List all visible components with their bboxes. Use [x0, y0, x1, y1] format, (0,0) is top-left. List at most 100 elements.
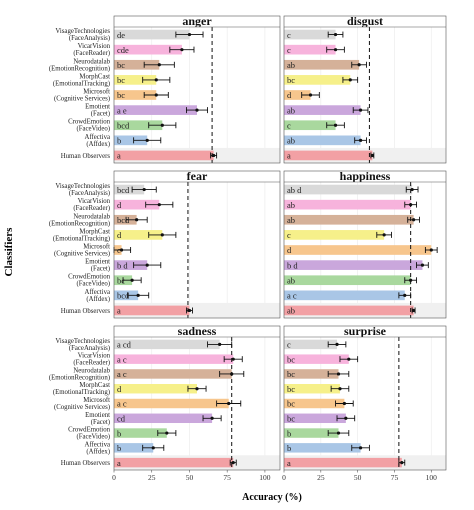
significance-letters: c	[117, 245, 121, 255]
significance-letters: c	[287, 340, 291, 350]
mean-point	[335, 342, 339, 346]
significance-letters: b	[287, 443, 291, 453]
mean-point	[180, 48, 184, 52]
significance-letters: c	[287, 30, 291, 40]
mean-point	[142, 187, 146, 192]
mean-point	[410, 187, 414, 192]
significance-letters: bc	[117, 90, 125, 100]
significance-letters: ab	[287, 136, 295, 146]
significance-letters: b d	[287, 260, 298, 270]
mean-point	[382, 233, 386, 237]
significance-letters: a	[287, 151, 291, 161]
mean-point	[136, 293, 140, 297]
mean-point	[151, 446, 155, 450]
classifier-sublabel: (Cognitive Services)	[54, 251, 110, 258]
significance-letters: bc	[117, 275, 125, 285]
classifier-label: Emotient	[85, 259, 110, 266]
mean-point	[187, 308, 192, 313]
bar	[284, 275, 411, 286]
classifier-label: Microsoft	[83, 397, 110, 404]
significance-letters: a	[117, 458, 121, 468]
x-tick-label: 100	[426, 473, 438, 482]
mean-point	[119, 248, 124, 252]
mean-point	[187, 32, 192, 37]
mean-point	[308, 93, 313, 97]
mean-point	[165, 431, 169, 435]
significance-letters: b	[287, 428, 291, 438]
bar	[114, 75, 157, 85]
mean-point	[338, 387, 342, 391]
x-tick-label: 50	[186, 473, 194, 482]
significance-letters: a c	[117, 399, 127, 409]
classifier-sublabel: (Affdex)	[86, 141, 110, 148]
mean-point	[135, 218, 139, 222]
mean-point	[333, 123, 338, 127]
classifier-label: Emotient	[85, 412, 110, 419]
bar	[284, 230, 385, 240]
x-tick-label: 100	[259, 473, 271, 482]
significance-letters: a c	[287, 291, 297, 301]
classifier-sublabel: (Facet)	[91, 266, 110, 273]
significance-letters: a cd	[117, 340, 132, 350]
y-axis-label: Classifiers	[3, 227, 15, 277]
significance-letters: d	[117, 230, 122, 240]
bar	[284, 260, 423, 270]
significance-letters: ab	[287, 306, 295, 316]
bar	[114, 184, 145, 195]
bar	[284, 184, 413, 195]
significance-letters: bc	[287, 413, 295, 423]
bar	[114, 29, 190, 40]
x-tick-label: 25	[148, 473, 156, 482]
mean-point	[400, 461, 404, 465]
bar	[114, 260, 148, 270]
classifier-label: VicarVision	[78, 43, 111, 50]
significance-letters: bc	[287, 75, 295, 85]
bar	[284, 369, 339, 379]
mean-point	[231, 357, 235, 361]
mean-point	[348, 78, 352, 82]
panel-title: surprise	[344, 324, 387, 338]
mean-point	[231, 461, 235, 465]
significance-letters: b d	[117, 260, 128, 270]
bar	[114, 120, 163, 131]
bar	[284, 245, 432, 255]
mean-point	[403, 293, 407, 297]
bar	[284, 59, 360, 70]
classifier-sublabel: (FaceVideo)	[76, 281, 110, 288]
classifier-sublabel: (Affdex)	[86, 296, 110, 303]
bar	[114, 105, 197, 115]
bar	[114, 90, 157, 100]
panel-border	[113, 325, 281, 471]
mean-point	[347, 357, 351, 361]
panel-strip	[114, 171, 280, 182]
significance-letters: ab	[287, 275, 295, 285]
classifier-sublabel: (FaceAnalysis)	[69, 35, 110, 42]
classifier-sublabel: (EmotionalTracking)	[53, 80, 110, 87]
significance-letters: a	[287, 458, 291, 468]
bar	[114, 457, 234, 468]
mean-point	[358, 446, 363, 450]
classifier-sublabel: (Facet)	[91, 111, 110, 118]
significance-letters: d	[287, 245, 292, 255]
bar	[114, 398, 229, 409]
panel-strip	[114, 16, 280, 27]
bar	[284, 305, 414, 316]
classifier-label: Human Observers	[61, 153, 111, 160]
bar	[284, 443, 361, 453]
classifier-label: VicarVision	[78, 198, 111, 205]
mean-point	[370, 153, 374, 158]
significance-letters: b	[117, 443, 121, 453]
mean-point	[357, 63, 361, 67]
significance-letters: ab	[287, 60, 295, 70]
x-tick-label: 0	[282, 473, 286, 482]
classifier-sublabel: (FaceReader)	[73, 360, 110, 367]
bar	[284, 383, 340, 394]
panel-border	[113, 170, 281, 319]
bar	[284, 457, 402, 468]
significance-letters: bc	[117, 75, 125, 85]
mean-point	[130, 278, 134, 282]
mean-point	[342, 401, 346, 406]
significance-letters: ab d	[287, 185, 302, 195]
significance-letters: a c	[117, 369, 127, 379]
panel-strip	[284, 16, 446, 27]
